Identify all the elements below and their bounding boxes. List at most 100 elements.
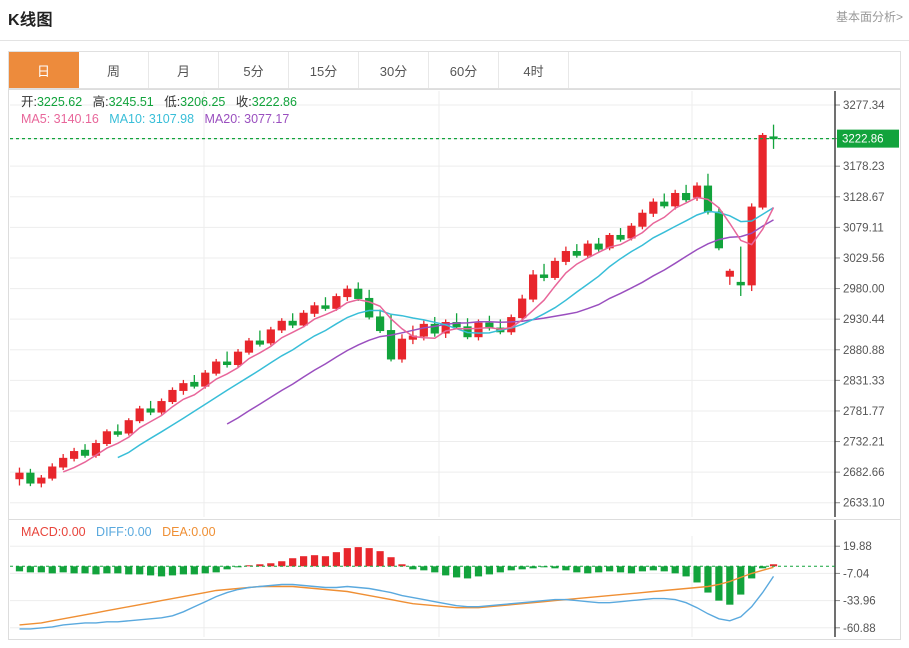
chart-container[interactable]: 开:3225.62 高:3245.51 低:3206.25 收:3222.86 … (8, 89, 901, 640)
macd-chart-svg[interactable]: 19.88 -7.04 -33.96 -60.88 (9, 520, 900, 639)
candlestick (179, 379, 188, 395)
fundamental-analysis-link[interactable]: 基本面分析> (835, 10, 903, 24)
current-price-badge (837, 129, 899, 148)
candlestick (725, 268, 734, 285)
tab-month[interactable]: 月 (149, 52, 219, 88)
candle-body (244, 340, 254, 353)
candlestick (135, 405, 144, 424)
candlestick (627, 223, 636, 241)
candlestick (561, 246, 570, 266)
macd-histogram-bar (125, 566, 133, 575)
candlestick (452, 313, 461, 330)
price-axis-label: 3277.34 (843, 100, 885, 112)
candlestick (354, 282, 363, 301)
diff-line (19, 576, 775, 630)
candlestick (572, 244, 581, 258)
macd-histogram-bar (759, 566, 767, 569)
macd-histogram-bar (409, 566, 417, 570)
price-axis-label: 2980.00 (843, 284, 885, 296)
tab-30min[interactable]: 30分 (359, 52, 429, 88)
macd-histogram-bar (616, 566, 625, 573)
candle-body (638, 212, 647, 227)
macd-histogram-bar (442, 566, 450, 576)
candle-body (201, 372, 210, 387)
macd-histogram-bar (638, 566, 646, 572)
macd-histogram-bar (223, 566, 231, 570)
candlestick (518, 294, 527, 321)
macd-histogram-bar (289, 558, 297, 567)
candle-body (736, 281, 745, 286)
candlestick (343, 285, 352, 301)
candlestick (747, 203, 756, 292)
macd-histogram-bar (92, 566, 100, 575)
candlestick (736, 246, 745, 296)
tab-day[interactable]: 日 (9, 52, 79, 88)
candle-body (266, 329, 275, 344)
candlestick (310, 302, 319, 317)
macd-histogram-bar (660, 566, 668, 572)
candle-body (529, 274, 538, 300)
tab-week[interactable]: 周 (79, 52, 149, 88)
candlestick (321, 297, 330, 311)
macd-histogram-bar (310, 555, 319, 567)
page-title: K线图 (8, 12, 54, 29)
macd-histogram-bar (26, 566, 34, 573)
candle-body (146, 408, 155, 413)
macd-histogram-bar (474, 566, 483, 577)
tab-15min[interactable]: 15分 (289, 52, 359, 88)
candle-body (572, 251, 581, 256)
candlestick (594, 237, 603, 252)
macd-histogram-bar (496, 566, 504, 573)
candle-body (223, 361, 232, 366)
macd-histogram-bar (551, 566, 559, 569)
candlestick (48, 463, 57, 481)
tab-60min[interactable]: 60分 (429, 52, 499, 88)
tab-5min[interactable]: 5分 (219, 52, 289, 88)
candle-body (539, 274, 549, 278)
tab-4hour[interactable]: 4时 (499, 52, 569, 88)
candlestick (616, 228, 625, 242)
price-axis-label: 2732.21 (843, 437, 885, 449)
candlestick (550, 257, 560, 280)
candlestick (386, 314, 396, 362)
price-axis-label: 3029.56 (843, 253, 885, 265)
candle-body (332, 296, 341, 309)
candle-body (157, 401, 166, 413)
candle-body (299, 312, 308, 326)
macd-histogram-bar (245, 565, 253, 567)
macd-axis-label: -33.96 (843, 596, 876, 608)
tabbar-filler (569, 52, 900, 88)
candlestick (266, 326, 275, 346)
candlestick (244, 337, 254, 355)
macd-histogram-bar (212, 566, 220, 573)
macd-histogram-bar (15, 566, 24, 572)
price-axis-label: 3128.67 (843, 192, 885, 204)
macd-histogram-bar (737, 566, 745, 595)
candlestick (441, 319, 450, 338)
candlestick (15, 467, 24, 486)
macd-histogram-bar (726, 566, 734, 605)
candle-body (343, 288, 352, 298)
candlestick (529, 270, 538, 303)
candlestick (365, 289, 374, 320)
candle-body (190, 381, 199, 387)
macd-histogram-bar (682, 566, 690, 577)
candlestick (682, 184, 691, 203)
candle-body (288, 320, 297, 326)
macd-histogram-bar (81, 566, 89, 574)
price-axis-label: 2831.33 (843, 375, 885, 387)
candle-body (518, 298, 527, 319)
macd-histogram-bar (201, 566, 209, 574)
macd-histogram-bar (190, 566, 198, 575)
price-chart-panel[interactable]: 开:3225.62 高:3245.51 低:3206.25 收:3222.86 … (8, 89, 901, 519)
candlestick (660, 193, 669, 209)
candle-body (649, 201, 658, 214)
macd-chart-panel[interactable]: MACD:0.00 DIFF:0.00 DEA:0.00 19.88 -7.04-… (8, 519, 901, 640)
macd-histogram-bar (332, 552, 340, 567)
candle-body (660, 201, 669, 207)
candle-body (714, 211, 723, 249)
candlestick (124, 418, 133, 436)
price-chart-svg[interactable]: 3277.34 3178.23 3128.67 3079.11 3029.56 2980.… (9, 90, 900, 518)
candle-body (354, 288, 363, 299)
candle-body (26, 472, 35, 484)
